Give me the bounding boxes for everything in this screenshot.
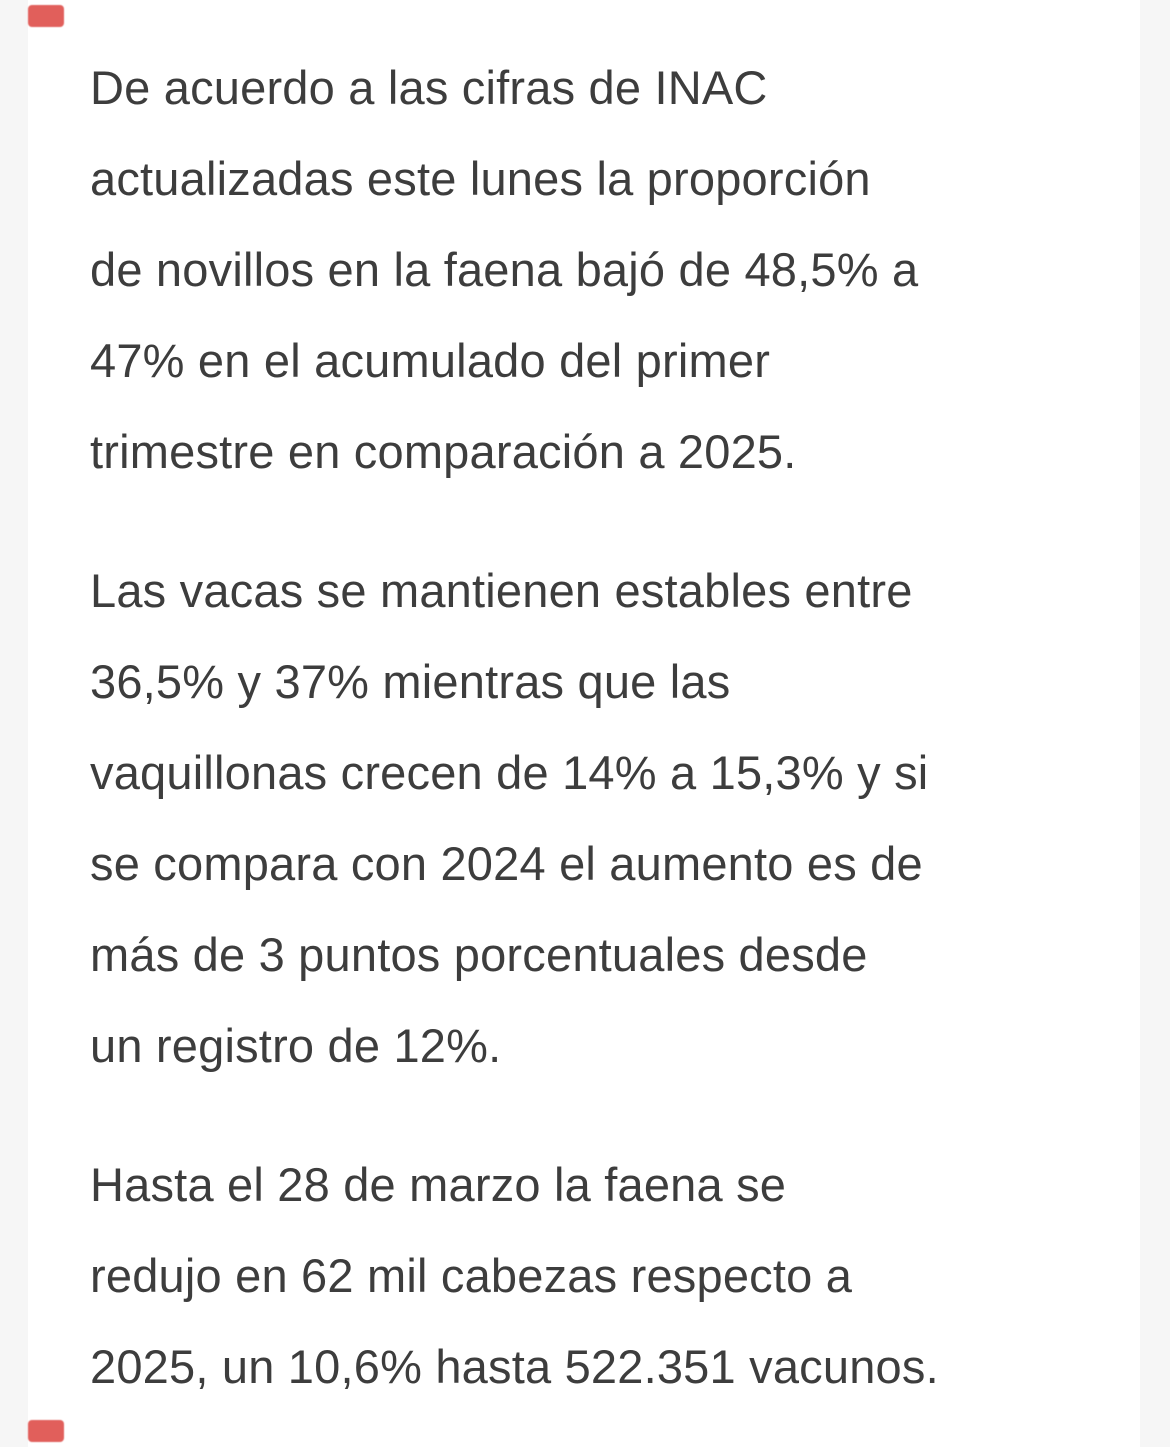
- right-gutter: [1139, 0, 1170, 1447]
- red-marker-bottom: [28, 1420, 64, 1442]
- left-gutter: [0, 0, 29, 1447]
- text-line: 36,5% y 37% mientras que las: [90, 655, 731, 708]
- text-line: Hasta el 28 de marzo la faena se: [90, 1158, 787, 1211]
- article-paragraph: Hasta el 28 de marzo la faena se redujo …: [90, 1139, 1078, 1412]
- article-paragraph: Las vacas se mantienen estables entre 36…: [90, 545, 1078, 1091]
- article-paragraph: De acuerdo a las cifras de INAC actualiz…: [90, 42, 1078, 497]
- article-body: De acuerdo a las cifras de INAC actualiz…: [28, 0, 1140, 1447]
- text-line: 47% en el acumulado del primer: [90, 334, 771, 387]
- text-line: Las vacas se mantienen estables entre: [90, 564, 913, 617]
- red-marker-top: [28, 5, 64, 27]
- text-line: redujo en 62 mil cabezas respecto a: [90, 1249, 853, 1302]
- text-line: vaquillonas crecen de 14% a 15,3% y si: [90, 746, 929, 799]
- text-line: actualizadas este lunes la proporción: [90, 152, 871, 205]
- text-line: trimestre en comparación a 2025.: [90, 425, 797, 478]
- text-line: más de 3 puntos porcentuales desde: [90, 928, 868, 981]
- text-line: de novillos en la faena bajó de 48,5% a: [90, 243, 919, 296]
- text-line: un registro de 12%.: [90, 1019, 502, 1072]
- text-line: 2025, un 10,6% hasta 522.351 vacunos.: [90, 1340, 939, 1393]
- text-line: se compara con 2024 el aumento es de: [90, 837, 923, 890]
- text-line: De acuerdo a las cifras de INAC: [90, 61, 768, 114]
